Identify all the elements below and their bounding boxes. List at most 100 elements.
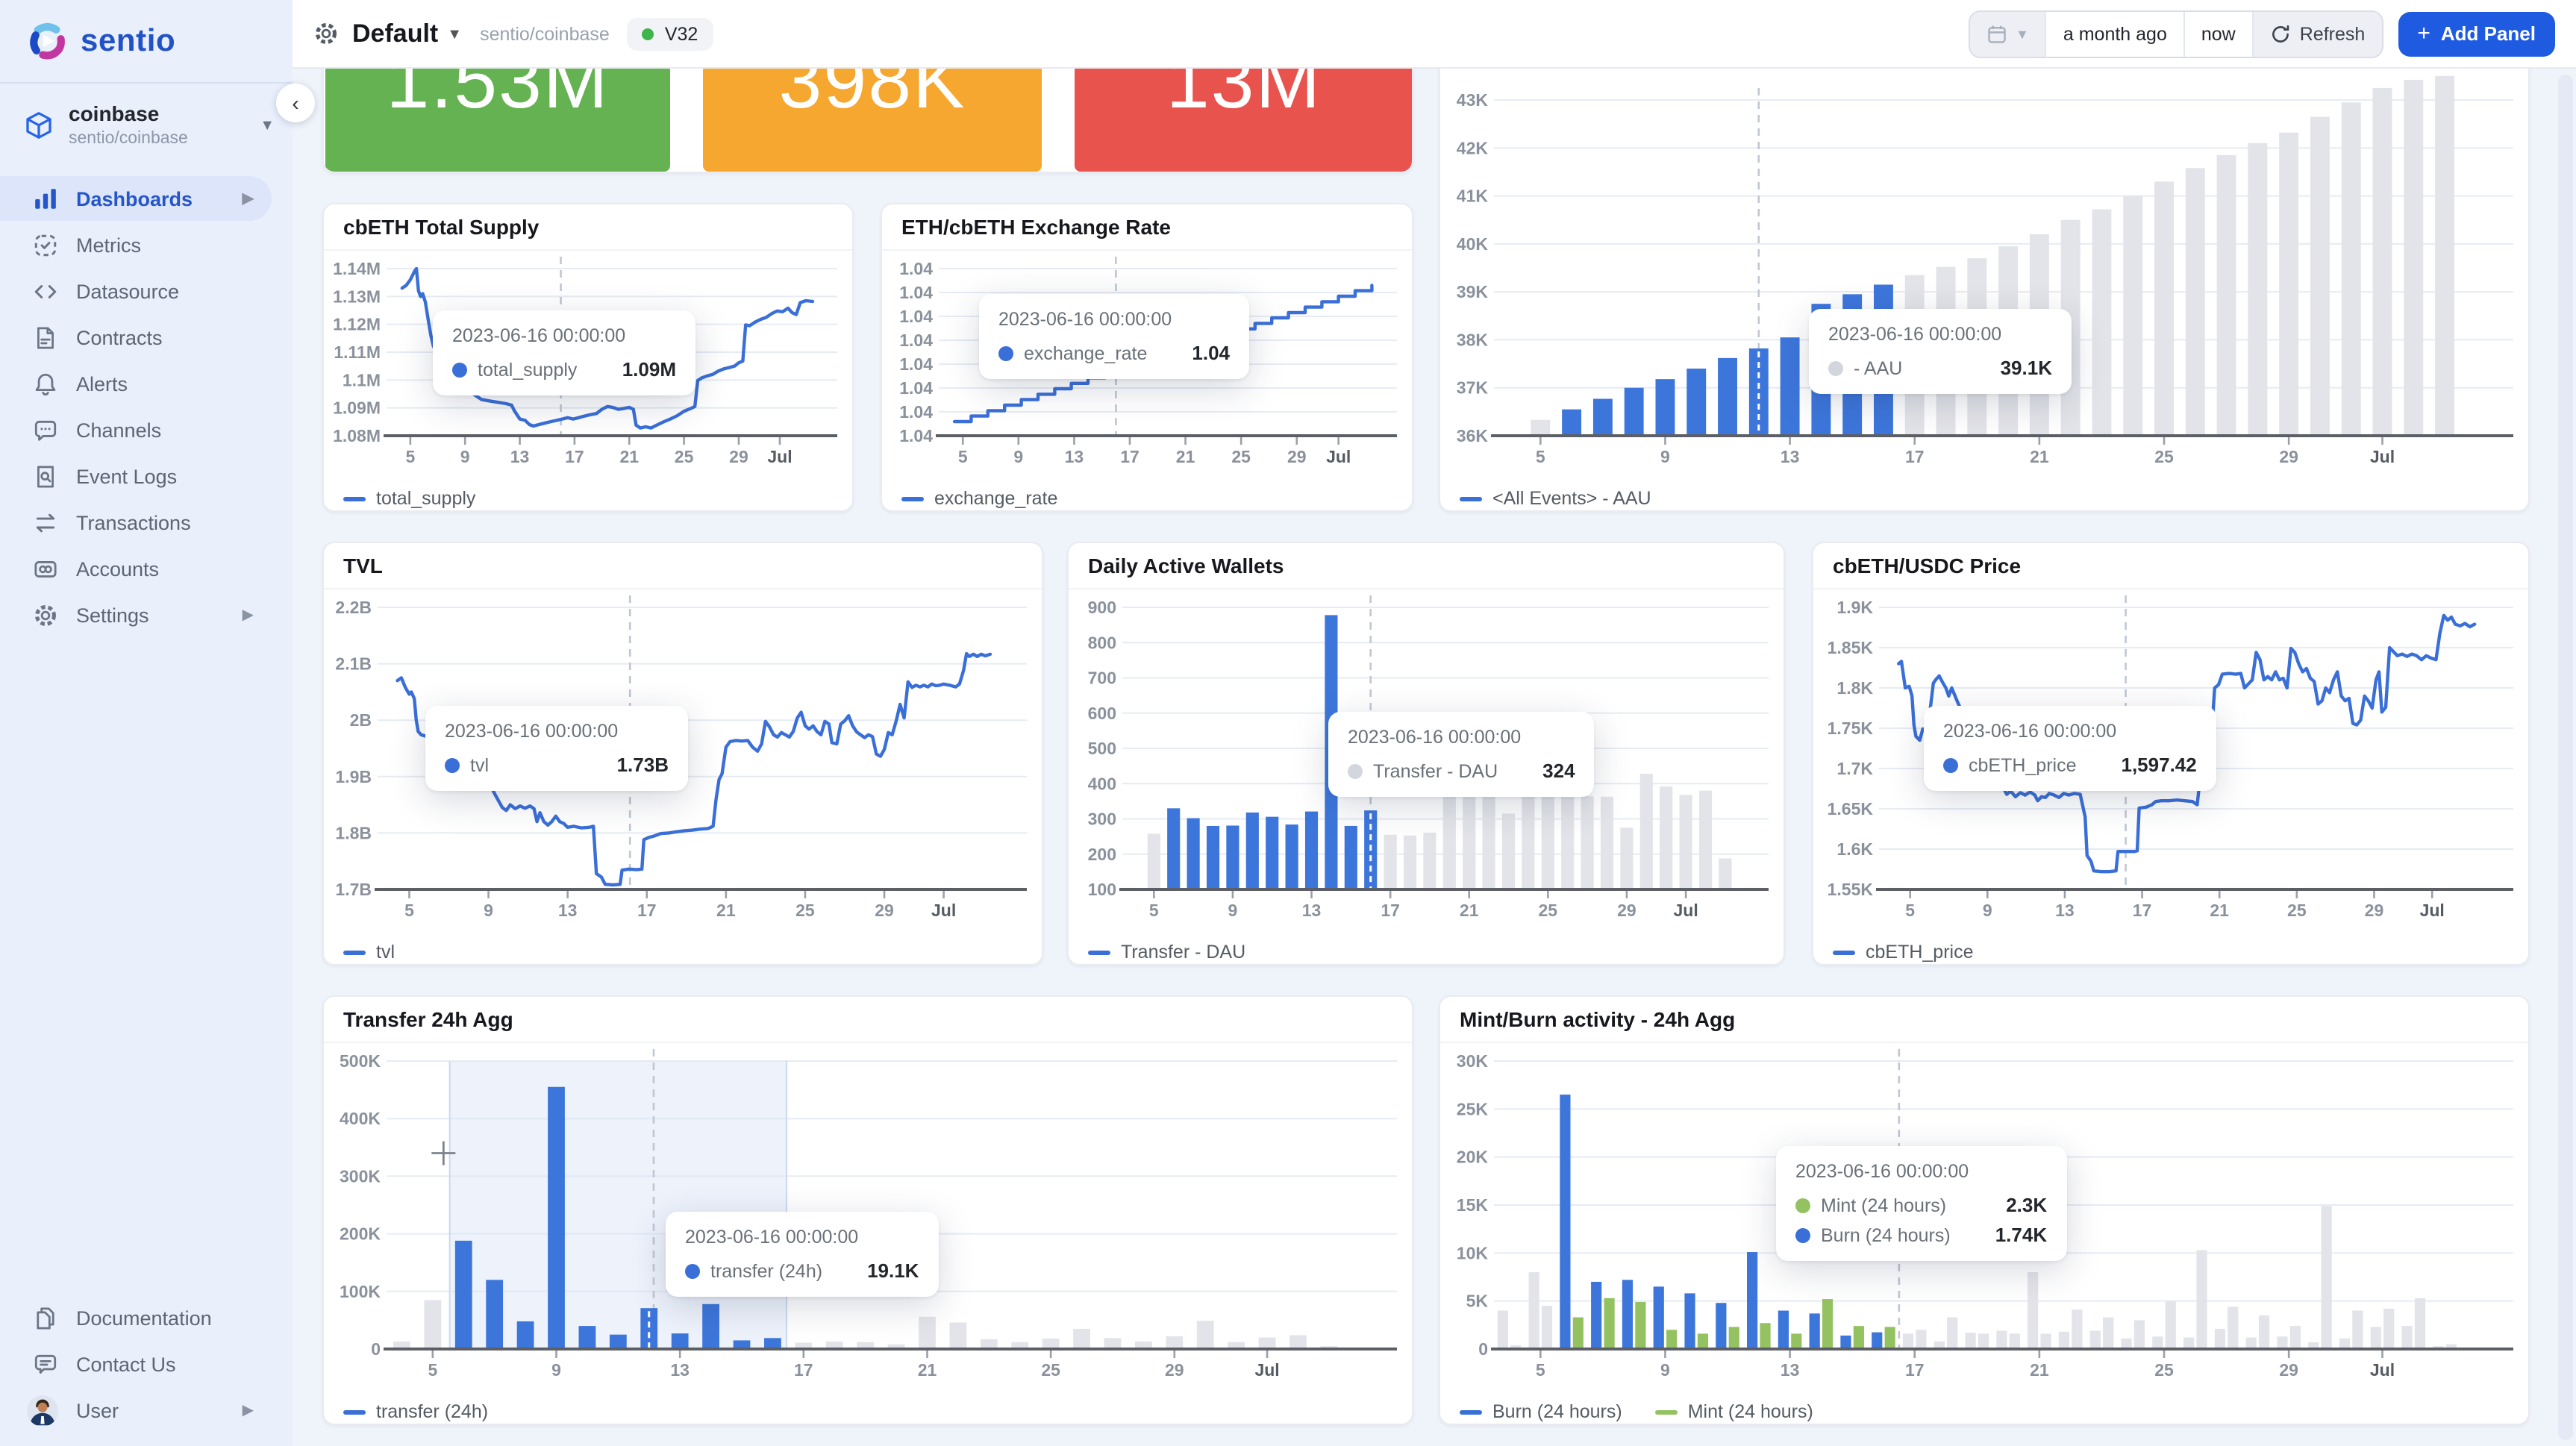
sidebar-item-alerts[interactable]: Alerts	[0, 362, 272, 407]
sidebar-item-datasource[interactable]: Datasource	[0, 269, 272, 314]
legend-item[interactable]: Mint (24 hours)	[1654, 1401, 1813, 1422]
chart-area[interactable]: 900 800 700 600 500 400 300 200 100 5 9 13 17 21 25 29 J…	[1069, 589, 1783, 933]
chart-area[interactable]: 43K 42K 41K 40K 39K 38K 37K 36K 5 9 13 17 21 25 29 Jul 2…	[1440, 70, 2528, 479]
refresh-button[interactable]: Refresh	[2251, 11, 2382, 56]
chart-area[interactable]: 1.9K 1.85K 1.8K 1.75K 1.7K 1.65K 1.6K 1.55K 5 9 13…	[1813, 589, 2528, 933]
legend-item[interactable]: Transfer - DAU	[1088, 942, 1245, 963]
time-to-button[interactable]: now	[2183, 11, 2252, 56]
chart-area[interactable]: 2.2B 2.1B 2B 1.9B 1.8B 1.7B 5 9 13 17 21 25 29 Jul 202…	[324, 589, 1042, 933]
sidebar-collapse-button[interactable]: ‹	[276, 84, 315, 122]
sidebar-item-contact-us[interactable]: Contact Us	[0, 1342, 272, 1386]
svg-text:5: 5	[1536, 1360, 1545, 1380]
panel-daily-active-wallets[interactable]: Daily Active Wallets 900 800 700 600 500 400 3…	[1067, 542, 1785, 965]
panel-cbeth-total-supply[interactable]: cbETH Total Supply 1.14M 1.13M 1.12M 1.11M 1…	[322, 203, 854, 512]
time-from-button[interactable]: a month ago	[2045, 11, 2183, 56]
svg-text:2.2B: 2.2B	[335, 598, 372, 617]
svg-text:Jul: Jul	[931, 901, 956, 920]
sidebar-item-label: Contact Us	[76, 1353, 176, 1375]
panel-aau[interactable]: 43K 42K 41K 40K 39K 38K 37K 36K 5 9 13 17 21 25 29 Jul 2…	[1439, 30, 2530, 512]
workspace-selector[interactable]: coinbase sentio/coinbase ▼	[0, 84, 293, 165]
svg-text:700: 700	[1088, 669, 1116, 688]
legend-item[interactable]: exchange_rate	[901, 488, 1057, 509]
sidebar-item-transactions[interactable]: Transactions	[0, 501, 272, 545]
chart-area[interactable]: 30K 25K 20K 15K 10K 5K 0 5 9 13 17 21 25 29 Jul 2023-06…	[1440, 1043, 2528, 1392]
stat-tile-orange[interactable]: 398K	[703, 64, 1042, 172]
legend-item[interactable]: Burn (24 hours)	[1460, 1401, 1622, 1422]
sidebar-item-metrics[interactable]: Metrics	[0, 223, 272, 268]
add-panel-button[interactable]: + Add Panel	[2398, 11, 2555, 56]
sidebar-item-settings[interactable]: Settings ▶	[0, 593, 272, 638]
chevron-down-icon[interactable]: ▼	[447, 27, 463, 43]
svg-text:13: 13	[1781, 1360, 1800, 1380]
svg-text:15K: 15K	[1457, 1195, 1489, 1215]
legend-item[interactable]: total_supply	[343, 488, 475, 509]
svg-text:5: 5	[428, 1360, 437, 1380]
stat-tile-green[interactable]: 1.53M	[325, 64, 670, 172]
svg-text:1.8K: 1.8K	[1836, 678, 1873, 698]
logo[interactable]: sentio	[0, 0, 293, 79]
panel-exchange-rate[interactable]: ETH/cbETH Exchange Rate 1.04 1.04 1.04 1.04…	[881, 203, 1413, 512]
svg-text:Jul: Jul	[2370, 1360, 2395, 1380]
svg-text:1.11M: 1.11M	[334, 342, 381, 362]
panel-title: cbETH Total Supply	[324, 204, 852, 251]
svg-text:9: 9	[1660, 447, 1670, 466]
legend-item[interactable]: transfer (24h)	[343, 1401, 488, 1422]
svg-text:800: 800	[1088, 633, 1116, 652]
legend-item[interactable]: <All Events> - AAU	[1460, 488, 1651, 509]
sidebar-item-label: User	[76, 1399, 119, 1421]
svg-text:21: 21	[2030, 1360, 2049, 1380]
svg-text:1.04: 1.04	[899, 426, 933, 445]
panel-transfer-24h[interactable]: Transfer 24h Agg 500K 400K 300K 200K 100K 0 5 9…	[322, 995, 1413, 1425]
sidebar-item-label: Metrics	[76, 234, 141, 257]
svg-text:Jul: Jul	[2370, 447, 2395, 466]
stat-value: 398K	[778, 64, 966, 125]
panel-tvl[interactable]: TVL 2.2B 2.1B 2B 1.9B 1.8B 1.7B 5 9 13 17 21 25 29 Ju…	[322, 542, 1043, 965]
sidebar-item-accounts[interactable]: Accounts	[0, 547, 272, 592]
svg-text:38K: 38K	[1457, 330, 1489, 349]
chart-area[interactable]: 500K 400K 300K 200K 100K 0 5 9 13 17 21 25 29 Jul 2023…	[324, 1043, 1412, 1392]
sidebar-item-user[interactable]: User ▶	[0, 1388, 272, 1433]
panel-mint-burn[interactable]: Mint/Burn activity - 24h Agg 30K 25K 20K 15…	[1439, 995, 2530, 1425]
plus-icon: +	[2417, 21, 2430, 46]
refresh-label: Refresh	[2299, 23, 2366, 44]
svg-text:13: 13	[1781, 447, 1800, 466]
date-picker-button[interactable]: ▼	[1969, 11, 2045, 56]
file-search-icon	[33, 464, 58, 489]
svg-text:9: 9	[460, 447, 470, 466]
svg-text:25: 25	[675, 447, 694, 466]
version-badge[interactable]: V32	[627, 17, 713, 50]
chart-legend: cbETH_price	[1813, 933, 2528, 964]
svg-text:1.7B: 1.7B	[335, 880, 372, 899]
sidebar-item-label: Contracts	[76, 326, 163, 349]
legend-item[interactable]: cbETH_price	[1833, 942, 1974, 963]
svg-text:100: 100	[1088, 880, 1116, 899]
chart-area[interactable]: 1.14M 1.13M 1.12M 1.11M 1.1M 1.09M 1.08M 5 9 13 17…	[324, 251, 852, 479]
sidebar-item-dashboards[interactable]: Dashboards ▶	[0, 176, 272, 222]
sidebar-item-contracts[interactable]: Contracts	[0, 316, 272, 360]
svg-text:Jul: Jul	[1254, 1360, 1279, 1380]
svg-text:5: 5	[1905, 901, 1915, 920]
svg-text:36K: 36K	[1457, 426, 1489, 445]
add-panel-label: Add Panel	[2440, 22, 2536, 45]
panel-cbeth-usdc-price[interactable]: cbETH/USDC Price 1.9K 1.85K 1.8K 1.75K 1.7K 1…	[1812, 542, 2530, 965]
svg-text:1.75K: 1.75K	[1828, 719, 1874, 738]
svg-text:17: 17	[794, 1360, 813, 1380]
svg-text:17: 17	[2133, 901, 2152, 920]
dashboard-settings-gear-icon[interactable]	[313, 21, 339, 46]
sidebar-item-channels[interactable]: Channels	[0, 408, 272, 453]
svg-text:29: 29	[729, 447, 748, 466]
stat-tile-red[interactable]: 13M	[1075, 64, 1412, 172]
scrollbar[interactable]	[2558, 75, 2573, 1440]
svg-text:1.1M: 1.1M	[343, 370, 381, 389]
chart-area[interactable]: 1.04 1.04 1.04 1.04 1.04 1.04 1.04 1.04 5 9 13 17 21…	[882, 251, 1412, 479]
chat-bubble-icon	[33, 418, 58, 443]
sidebar-item-documentation[interactable]: Documentation	[0, 1295, 272, 1340]
svg-text:1.9K: 1.9K	[1836, 598, 1873, 617]
svg-text:25: 25	[2287, 901, 2307, 920]
document-icon	[33, 325, 58, 351]
legend-item[interactable]: tvl	[343, 942, 395, 963]
sidebar-item-event-logs[interactable]: Event Logs	[0, 454, 272, 499]
dashboard-title[interactable]: Default	[352, 19, 439, 47]
svg-text:1.04: 1.04	[899, 331, 933, 350]
